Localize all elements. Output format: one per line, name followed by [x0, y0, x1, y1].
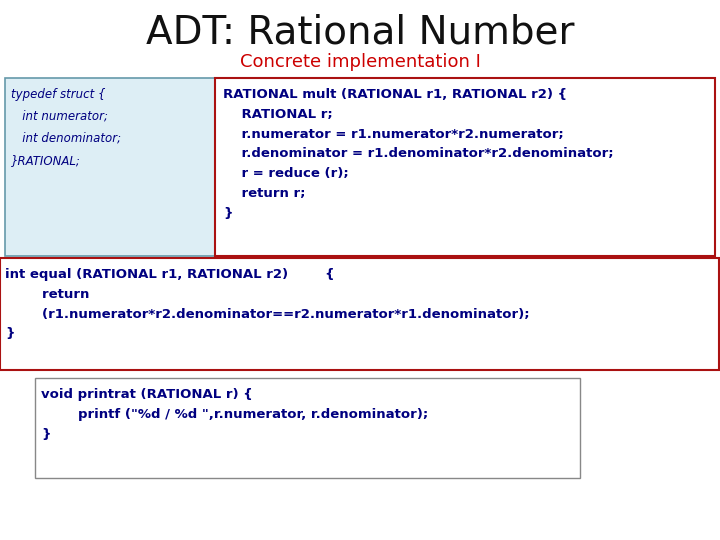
- Text: ADT: Rational Number: ADT: Rational Number: [145, 13, 575, 51]
- FancyBboxPatch shape: [215, 78, 715, 256]
- Text: void printrat (RATIONAL r) {
        printf ("%d / %d ",r.numerator, r.denominat: void printrat (RATIONAL r) { printf ("%d…: [41, 388, 428, 441]
- Text: RATIONAL mult (RATIONAL r1, RATIONAL r2) {
    RATIONAL r;
    r.numerator = r1.: RATIONAL mult (RATIONAL r1, RATIONAL r2)…: [223, 88, 613, 220]
- FancyBboxPatch shape: [5, 78, 215, 256]
- Text: int equal (RATIONAL r1, RATIONAL r2)        {
        return
        (r1.numerat: int equal (RATIONAL r1, RATIONAL r2) { r…: [5, 268, 530, 340]
- Text: Concrete implementation I: Concrete implementation I: [240, 53, 480, 71]
- FancyBboxPatch shape: [0, 258, 719, 370]
- FancyBboxPatch shape: [35, 378, 580, 478]
- Text: typedef struct {
   int numerator;
   int denominator;
}RATIONAL;: typedef struct { int numerator; int deno…: [11, 88, 121, 167]
